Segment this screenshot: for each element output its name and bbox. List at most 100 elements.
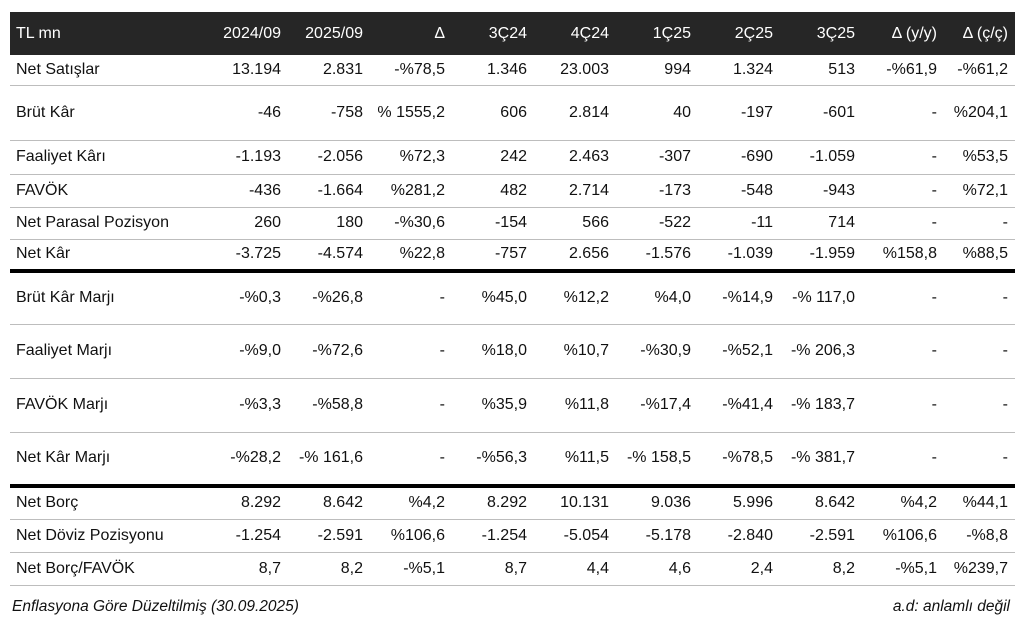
value-cell: -% 161,6 (288, 432, 370, 488)
value-cell: 180 (288, 207, 370, 240)
value-cell: %11,8 (534, 378, 616, 433)
value-cell: 2,4 (698, 552, 780, 586)
value-cell: -%17,4 (616, 378, 698, 433)
financial-summary-table: TL mn 2024/09 2025/09 Δ 3Ç24 4Ç24 1Ç25 2… (10, 12, 1015, 586)
value-cell: -%3,3 (206, 378, 288, 433)
value-cell: 8.292 (452, 486, 534, 520)
value-cell: - (944, 271, 1015, 325)
value-cell: -%30,6 (370, 207, 452, 240)
table-row: Net Kâr -3.725 -4.574 %22,8 -757 2.656 -1.576-… (10, 239, 1015, 273)
table-row: FAVÖK -436 -1.664 %281,2 482 2.714 -173 -548 -94… (10, 174, 1015, 208)
value-cell: -%30,9 (616, 324, 698, 379)
value-cell: -2.591 (288, 519, 370, 553)
value-cell: %88,5 (944, 239, 1015, 273)
value-cell: 5.996 (698, 486, 780, 520)
header-cell: TL mn (10, 12, 206, 55)
value-cell: -1.059 (780, 140, 862, 175)
value-cell: -%72,6 (288, 324, 370, 379)
header-cell: Δ (ç/ç) (944, 12, 1015, 55)
row-label: Faaliyet Marjı (10, 324, 206, 379)
value-cell: - (370, 324, 452, 379)
value-cell: -% 117,0 (780, 271, 862, 325)
row-label: Net Kâr (10, 239, 206, 273)
value-cell: -%58,8 (288, 378, 370, 433)
value-cell: 2.831 (288, 55, 370, 86)
value-cell: -46 (206, 85, 288, 141)
value-cell: 8.642 (288, 486, 370, 520)
row-label: Net Borç (10, 486, 206, 520)
value-cell: -1.254 (206, 519, 288, 553)
value-cell: -5.054 (534, 519, 616, 553)
value-cell: -%8,8 (944, 519, 1015, 553)
value-cell: -% 381,7 (780, 432, 862, 488)
value-cell: - (862, 324, 944, 379)
value-cell: -690 (698, 140, 780, 175)
value-cell: -197 (698, 85, 780, 141)
value-cell: - (862, 207, 944, 240)
value-cell: -2.056 (288, 140, 370, 175)
row-label: Brüt Kâr (10, 85, 206, 141)
value-cell: %4,2 (862, 486, 944, 520)
value-cell: -%14,9 (698, 271, 780, 325)
table-row: Net Borç 8.292 8.642 %4,2 8.292 10.131 9.036 5.… (10, 486, 1015, 520)
value-cell: -1.959 (780, 239, 862, 273)
value-cell: %106,6 (862, 519, 944, 553)
header-cell: Δ (370, 12, 452, 55)
value-cell: %10,7 (534, 324, 616, 379)
table-body: Net Satışlar 13.194 2.831 -%78,5 1.346 23.003… (10, 55, 1015, 586)
row-label: FAVÖK (10, 174, 206, 208)
value-cell: %106,6 (370, 519, 452, 553)
value-cell: 994 (616, 55, 698, 86)
header-cell: 4Ç24 (534, 12, 616, 55)
value-cell: - (944, 207, 1015, 240)
value-cell: -173 (616, 174, 698, 208)
value-cell: % 1555,2 (370, 85, 452, 141)
value-cell: 2.814 (534, 85, 616, 141)
value-cell: -%5,1 (862, 552, 944, 586)
value-cell: -1.576 (616, 239, 698, 273)
value-cell: -1.039 (698, 239, 780, 273)
table-row: FAVÖK Marjı -%3,3 -%58,8 - %35,9 %11,8 -%17,4-… (10, 378, 1015, 433)
value-cell: -%26,8 (288, 271, 370, 325)
value-cell: - (370, 271, 452, 325)
value-cell: %158,8 (862, 239, 944, 273)
header-cell: 3Ç24 (452, 12, 534, 55)
value-cell: -%61,2 (944, 55, 1015, 86)
value-cell: 4,4 (534, 552, 616, 586)
value-cell: 714 (780, 207, 862, 240)
value-cell: - (862, 174, 944, 208)
header-cell: Δ (y/y) (862, 12, 944, 55)
value-cell: - (944, 378, 1015, 433)
row-label: Net Satışlar (10, 55, 206, 86)
value-cell: %22,8 (370, 239, 452, 273)
value-cell: %53,5 (944, 140, 1015, 175)
value-cell: -%78,5 (698, 432, 780, 488)
value-cell: - (862, 85, 944, 141)
table-row: Net Döviz Pozisyonu -1.254 -2.591 %106,6 -1.… (10, 519, 1015, 553)
value-cell: 9.036 (616, 486, 698, 520)
value-cell: 4,6 (616, 552, 698, 586)
value-cell: 8,7 (452, 552, 534, 586)
value-cell: %72,1 (944, 174, 1015, 208)
row-label: Net Döviz Pozisyonu (10, 519, 206, 553)
value-cell: -2.840 (698, 519, 780, 553)
value-cell: -154 (452, 207, 534, 240)
footer: Enflasyona Göre Düzeltilmiş (30.09.2025)… (12, 598, 1010, 616)
value-cell: %18,0 (452, 324, 534, 379)
value-cell: %44,1 (944, 486, 1015, 520)
value-cell: %281,2 (370, 174, 452, 208)
value-cell: -%41,4 (698, 378, 780, 433)
value-cell: -%5,1 (370, 552, 452, 586)
table-row: Faaliyet Marjı -%9,0 -%72,6- %18,0 %10,7 -%30… (10, 324, 1015, 379)
value-cell: - (862, 140, 944, 175)
value-cell: 40 (616, 85, 698, 141)
value-cell: 8.292 (206, 486, 288, 520)
value-cell: %4,2 (370, 486, 452, 520)
row-label: FAVÖK Marjı (10, 378, 206, 433)
value-cell: -436 (206, 174, 288, 208)
header-cell: 2Ç25 (698, 12, 780, 55)
header-cell: 2025/09 (288, 12, 370, 55)
value-cell: 1.346 (452, 55, 534, 86)
value-cell: %35,9 (452, 378, 534, 433)
value-cell: - (944, 432, 1015, 488)
